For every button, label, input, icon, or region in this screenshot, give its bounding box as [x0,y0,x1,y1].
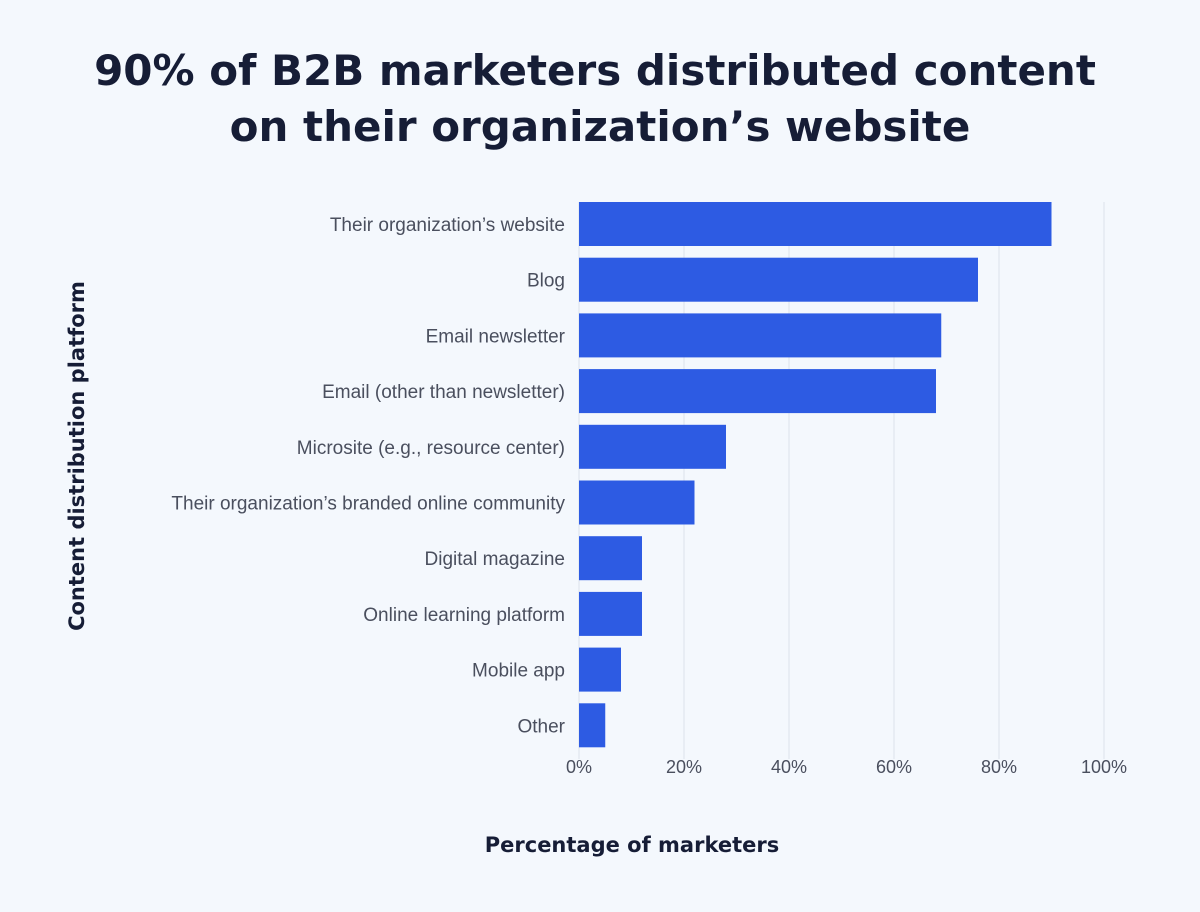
category-label: Mobile app [472,661,565,682]
bar [579,369,936,414]
category-label: Microsite (e.g., resource center) [297,438,565,459]
bar [579,591,642,636]
category-label: Email (other than newsletter) [322,382,565,403]
category-label: Their organization’s branded online comm… [171,494,565,515]
x-tick-label: 0% [566,757,592,777]
x-tick-labels: 0% 20% 40% 60% 80% 100% [566,757,1127,777]
bar [579,703,606,748]
x-tick-label: 80% [981,757,1017,777]
category-label: Other [517,716,565,737]
bar [579,536,642,581]
category-label: Online learning platform [363,605,565,626]
x-axis-title: Percentage of marketers [485,833,780,857]
x-tick-label: 40% [771,757,807,777]
x-tick-label: 100% [1081,757,1127,777]
category-labels: Their organization’s website Blog Email ne… [171,215,565,737]
bar [579,480,695,525]
x-tick-label: 60% [876,757,912,777]
bar [579,202,1052,246]
bar [579,647,621,692]
chart-title-line-2: on their organization’s website [230,102,971,151]
category-label: Digital magazine [425,549,565,570]
bars [579,202,1052,748]
category-label: Email newsletter [426,326,566,347]
x-tick-label: 20% [666,757,702,777]
chart-title-line-1: 90% of B2B marketers distributed content [94,46,1096,95]
bar [579,257,978,302]
bar [579,424,726,469]
category-label: Blog [527,271,565,292]
bar [579,313,942,358]
category-label: Their organization’s website [330,215,565,236]
y-axis-title: Content distribution platform [65,281,89,631]
